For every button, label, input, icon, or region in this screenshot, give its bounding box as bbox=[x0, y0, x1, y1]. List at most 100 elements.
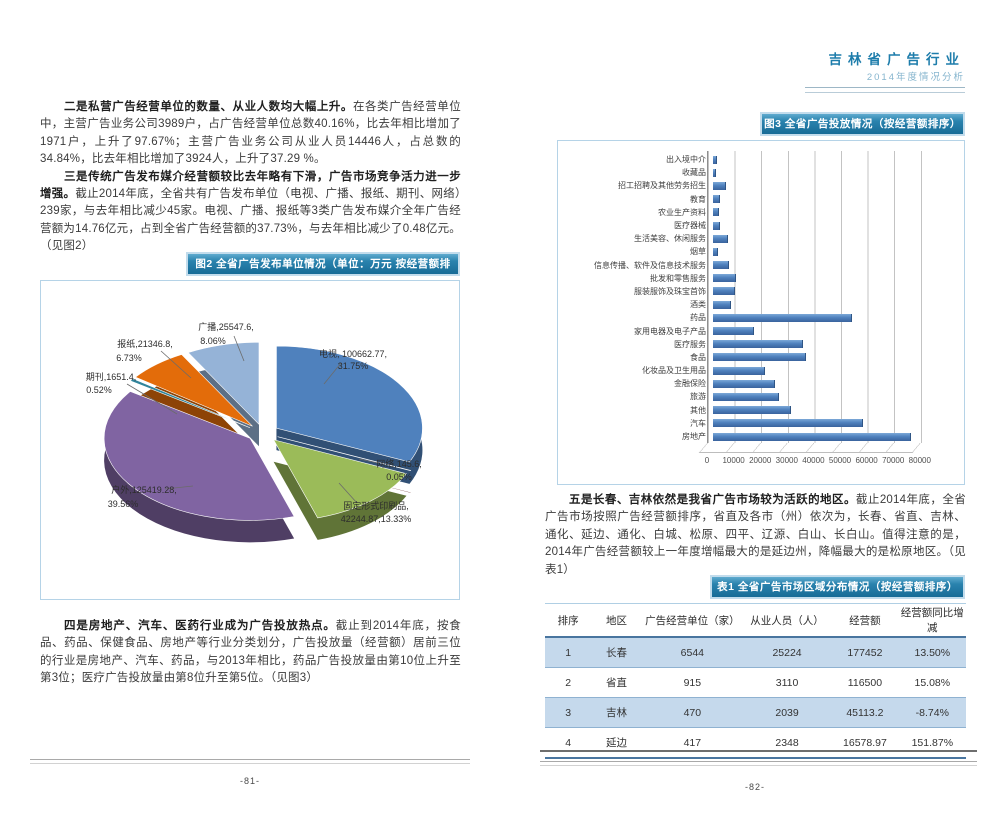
bar-category-label: 教育 bbox=[690, 194, 706, 204]
bar-category-label: 批发和零售服务 bbox=[650, 273, 706, 283]
pie-slice bbox=[276, 345, 423, 463]
bar-row: 其他 bbox=[564, 404, 958, 417]
bar-track bbox=[713, 364, 958, 377]
table-cell: 吉林 bbox=[591, 697, 642, 728]
bar-category-label: 药品 bbox=[690, 313, 706, 323]
bar-track bbox=[713, 390, 958, 403]
table-cell: 116500 bbox=[831, 667, 899, 698]
bar bbox=[713, 419, 863, 428]
table-row: 3 吉林 470 2039 45113.2 -8.74% bbox=[545, 697, 966, 728]
table-cell: 417 bbox=[641, 727, 743, 759]
bar-track bbox=[713, 206, 958, 219]
pie-label: 0.52% bbox=[86, 385, 112, 395]
table-column-header: 经营额同比增减 bbox=[898, 603, 966, 638]
bar-category-label: 收藏品 bbox=[682, 168, 706, 178]
table-cell: 470 bbox=[641, 697, 743, 728]
region-table: 排序 地区 广告经营单位（家） 从业人员（人） 经营额 经营额同比增减 1 长春 6544 25… bbox=[545, 603, 966, 759]
bar bbox=[713, 300, 732, 309]
bar-category-label: 出入境中介 bbox=[666, 155, 706, 165]
figure3-chart-box: 出入境中介 收藏品 招工招聘及其他劳务招生 教育 农业生产资料 医疗器械 生活美容、休闲服务… bbox=[557, 140, 965, 485]
table-cell: 15.08% bbox=[898, 667, 966, 698]
bar-category-label: 生活美容、休闲服务 bbox=[634, 234, 706, 244]
bar-track bbox=[713, 298, 958, 311]
x-tick-label: 0 bbox=[704, 456, 710, 465]
header-underline bbox=[805, 92, 965, 93]
bar-row: 服装服饰及珠宝首饰 bbox=[564, 285, 958, 298]
bar-track bbox=[713, 417, 958, 430]
leader-line bbox=[164, 485, 194, 490]
footer-rule bbox=[30, 759, 470, 764]
bar-row: 招工招聘及其他劳务招生 bbox=[564, 179, 958, 192]
bar bbox=[713, 261, 729, 270]
bar-category-label: 汽车 bbox=[690, 418, 706, 428]
table-cell: 25224 bbox=[742, 637, 832, 668]
left-text-block-bottom: 四是房地产、汽车、医药行业成为广告投放热点。截止到2014年底，按食品、药品、保… bbox=[40, 618, 461, 688]
bar-category-label: 家用电器及电子产品 bbox=[634, 326, 706, 336]
bar-category-label: 其他 bbox=[690, 405, 706, 415]
bar-track bbox=[713, 179, 958, 192]
bar-category-label: 酒类 bbox=[690, 300, 706, 310]
bar bbox=[713, 327, 754, 336]
pie-label: 网络,145.6, bbox=[376, 458, 422, 469]
figure3-title-bar: 图3 全省广告投放情况（按经营额排序） bbox=[760, 112, 965, 136]
x-tick-label: 50000 bbox=[828, 456, 852, 465]
leader-line bbox=[358, 458, 379, 464]
bar-row: 收藏品 bbox=[564, 166, 958, 179]
table-cell: 16578.97 bbox=[831, 727, 899, 759]
bar bbox=[713, 221, 720, 230]
bar-3d-floor bbox=[698, 443, 921, 453]
bar-row: 信息传播、软件及信息技术服务 bbox=[564, 259, 958, 272]
bar-track bbox=[713, 193, 958, 206]
table-cell: 2348 bbox=[742, 727, 832, 759]
bar-row: 批发和零售服务 bbox=[564, 272, 958, 285]
table-cell: 1 bbox=[545, 637, 592, 668]
pie-slice bbox=[129, 378, 251, 429]
table-column-header: 经营额 bbox=[831, 603, 899, 638]
pie-label: 42244.87,13.33% bbox=[341, 514, 412, 524]
x-tick-label: 30000 bbox=[775, 456, 798, 465]
x-tick-label: 70000 bbox=[882, 456, 905, 465]
table-row: 1 长春 6544 25224 177452 13.50% bbox=[545, 637, 966, 668]
pie-label: 广播,25547.6, bbox=[198, 321, 254, 332]
bar-row: 烟草 bbox=[564, 245, 958, 258]
figure3-title: 图3 全省广告投放情况（按经营额排序） bbox=[764, 118, 961, 130]
bar bbox=[713, 392, 780, 401]
page-number: -82- bbox=[744, 782, 765, 792]
table1-title-bar: 表1 全省广告市场区域分布情况（按经营额排序） bbox=[710, 575, 965, 599]
pie-slice bbox=[273, 439, 408, 519]
paragraph: 五是长春、吉林依然是我省广告市场较为活跃的地区。截止2014年底，全省广告市场按… bbox=[545, 492, 966, 579]
bar-row: 金融保险 bbox=[564, 377, 958, 390]
bar-row: 医疗服务 bbox=[564, 338, 958, 351]
bar-row: 生活美容、休闲服务 bbox=[564, 232, 958, 245]
table-cell: 13.50% bbox=[898, 637, 966, 668]
bar-row: 汽车 bbox=[564, 417, 958, 430]
bar-track bbox=[713, 153, 958, 166]
table1-title: 表1 全省广告市场区域分布情况（按经营额排序） bbox=[717, 581, 958, 593]
figure2-chart-box: 电视, 100662.77, 31.75% 网络,145.6, 0.05% 固定… bbox=[40, 280, 460, 600]
bar-track bbox=[713, 338, 958, 351]
paragraph-body: 截止2014年底，全省共有广告发布单位（电视、广播、报纸、期刊、网络）239家，… bbox=[40, 188, 461, 253]
table-row: 4 延边 417 2348 16578.97 151.87% bbox=[545, 727, 966, 759]
bar-track bbox=[713, 219, 958, 232]
pie-leader-lines bbox=[126, 335, 379, 504]
bar-row: 房地产 bbox=[564, 430, 958, 443]
pie-label: 6.73% bbox=[116, 353, 142, 363]
table-cell: 4 bbox=[545, 727, 592, 759]
figure2-title-bar: 图2 全省广告发布单位情况（单位：万元 按经营额排序） bbox=[186, 252, 460, 290]
bar-track bbox=[713, 351, 958, 364]
bar bbox=[713, 406, 792, 415]
paragraph-body: 在各类广告经营单位中，主营广告业务公司3989户，占广告经营单位总数40.16%… bbox=[40, 101, 461, 166]
paragraph: 四是房地产、汽车、医药行业成为广告投放热点。截止到2014年底，按食品、药品、保… bbox=[40, 618, 461, 688]
bar-category-label: 服装服饰及珠宝首饰 bbox=[634, 286, 706, 296]
table-header-row: 排序 地区 广告经营单位（家） 从业人员（人） 经营额 经营额同比增减 bbox=[545, 603, 966, 638]
bar-track bbox=[713, 245, 958, 258]
bar bbox=[713, 168, 716, 177]
bar-category-label: 烟草 bbox=[690, 247, 706, 257]
bar-track bbox=[713, 285, 958, 298]
bar-chart: 出入境中介 收藏品 招工招聘及其他劳务招生 教育 农业生产资料 医疗器械 生活美容、休闲服务… bbox=[564, 153, 958, 443]
table-cell: 2 bbox=[545, 667, 592, 698]
bar-row: 旅游 bbox=[564, 390, 958, 403]
bar-track bbox=[713, 166, 958, 179]
bar-row: 酒类 bbox=[564, 298, 958, 311]
